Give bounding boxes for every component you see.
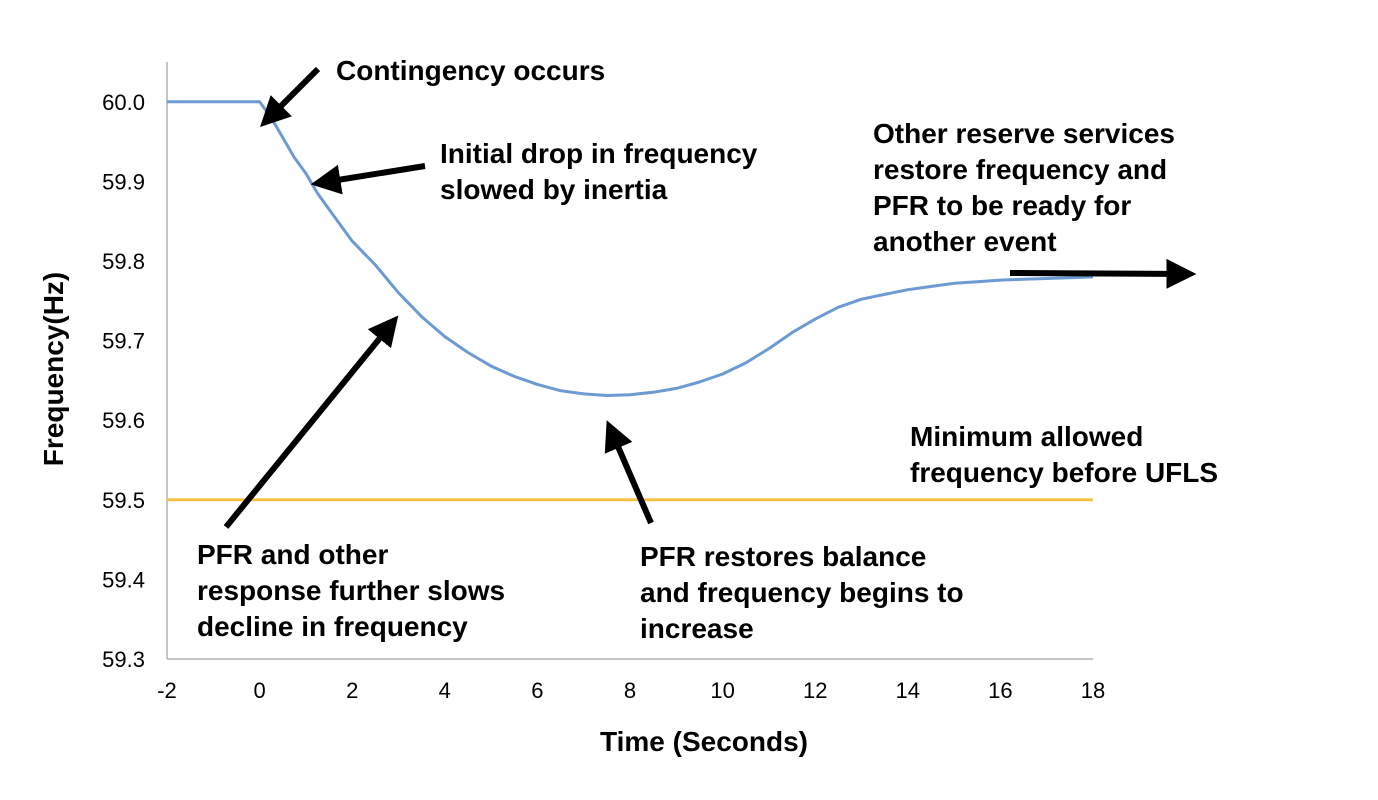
annotation-pfr-slows-line: response further slows [197,575,505,606]
annotation-pfr-restores-line: and frequency begins to [640,577,964,608]
contingency-arrow [260,66,321,127]
pfr-slows-arrow [223,315,399,529]
annotation-pfr-restores-line: PFR restores balance [640,541,926,572]
x-tick-label: 4 [439,678,451,703]
annotation-ufls-line: Minimum allowed [910,421,1143,452]
x-tick-label: 8 [624,678,636,703]
annotation-contingency-line: Contingency occurs [336,55,605,86]
y-tick-label: 59.7 [102,329,145,354]
annotation-pfr-slows-line: decline in frequency [197,611,468,642]
y-tick-label: 59.4 [102,567,145,592]
annotation-reserve-line: Other reserve services [873,118,1175,149]
x-tick-label: 10 [710,678,734,703]
y-tick-label: 59.9 [102,169,145,194]
x-tick-label: 14 [896,678,920,703]
y-tick-label: 59.3 [102,647,145,672]
annotation-reserve-line: another event [873,226,1057,257]
x-axis-title: Time (Seconds) [600,726,808,757]
annotation-inertia-line: slowed by inertia [440,174,668,205]
y-tick-label: 59.5 [102,488,145,513]
annotation-reserve-line: restore frequency and [873,154,1167,185]
x-tick-label: 12 [803,678,827,703]
annotation-reserve-line: PFR to be ready for [873,190,1131,221]
y-tick-label: 59.8 [102,249,145,274]
pfr-restores-arrow [604,420,654,525]
x-tick-label: 0 [253,678,265,703]
x-tick-label: -2 [157,678,177,703]
frequency-line [167,100,1094,397]
x-tick-label: 2 [346,678,358,703]
y-tick-label: 60.0 [102,90,145,115]
x-tick-label: 16 [988,678,1012,703]
y-axis-title: Frequency(Hz) [38,272,69,466]
annotation-pfr-slows-line: PFR and other [197,539,388,570]
x-tick-label: 18 [1081,678,1105,703]
inertia-arrow [310,163,426,195]
y-tick-label: 59.6 [102,408,145,433]
annotation-ufls-line: frequency before UFLS [910,457,1218,488]
x-tick-label: 6 [531,678,543,703]
reserve-arrow [1009,258,1197,289]
annotation-inertia-line: Initial drop in frequency [440,138,758,169]
annotation-pfr-restores-line: increase [640,613,754,644]
